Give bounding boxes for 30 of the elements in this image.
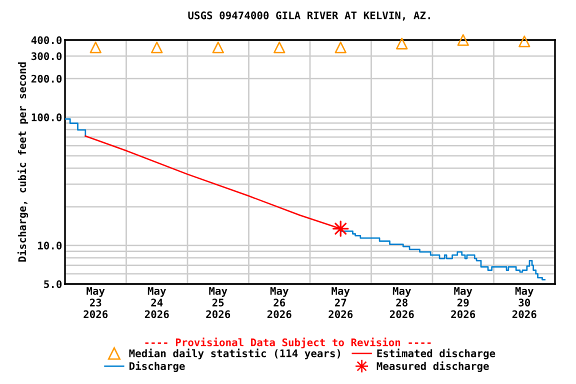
y-tick-label: 5.0 [44,280,62,288]
text: ---- Provisional Data Subject to Revision ---- [145,338,431,348]
x-tick-label: May 24 2026 [144,287,169,318]
y-tick-label: 10.0 [38,242,62,250]
point [518,36,530,48]
y-tick-label: 300.0 [32,52,62,60]
x-tick-label: May 27 2026 [328,287,353,318]
x-tick-label: May 25 2026 [206,287,230,318]
x-tick-label: May 29 2026 [451,287,476,318]
legend-label: Estimated discharge [377,348,496,360]
point [90,42,102,54]
y-axis-title: Discharge, cubic feet per second [17,62,28,262]
legend-label: Median daily statistic (114 years) [129,348,340,360]
point [457,34,469,46]
y-tick-label: 200.0 [31,74,62,83]
point [151,42,163,54]
point [274,42,286,54]
point [332,220,349,237]
point [212,42,224,54]
x-tick-label: May 26 2026 [267,287,292,318]
point [334,42,346,54]
chart-title: USGS 09474000 GILA RIVER AT KELVIN, AZ. [188,11,430,21]
x-tick-label: May 28 2026 [390,287,414,318]
y-tick-label: 400.0 [31,36,62,44]
legend-label: Discharge [130,361,185,372]
x-tick-label: May 30 2026 [512,287,536,318]
legend-label: Measured discharge [376,361,489,372]
x-tick-label: May 23 2026 [84,287,108,318]
point [396,38,408,50]
y-tick-label: 100.0 [32,113,62,122]
